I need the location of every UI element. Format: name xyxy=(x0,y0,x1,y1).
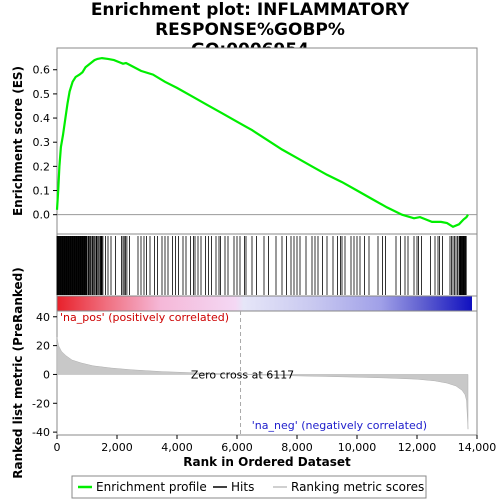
es-y-tick-label: 0.3 xyxy=(33,136,51,149)
metric-y-axis-label: Ranked list metric (PreRanked) xyxy=(11,267,25,479)
es-y-tick-label: 0.1 xyxy=(33,185,51,198)
legend-frame xyxy=(71,475,427,499)
es-y-tick-label: 0.2 xyxy=(33,160,51,173)
es-y-tick-label: 0.6 xyxy=(33,64,51,77)
metric-y-tick-label: 0 xyxy=(43,368,50,381)
zero-cross-label: Zero cross at 6117 xyxy=(191,368,294,381)
hits-panel xyxy=(56,233,478,297)
metric-y-tick-label: 20 xyxy=(36,340,50,353)
negative-correlation-label: 'na_neg' (negatively correlated) xyxy=(252,419,427,432)
metric-y-axis: 40 20 0 -20 -40 xyxy=(32,311,57,439)
es-y-tick-label: 0.4 xyxy=(33,112,51,125)
hits-marks xyxy=(56,236,467,295)
x-tick-label: 12,000 xyxy=(398,441,437,454)
x-tick-label: 0 xyxy=(54,441,61,454)
legend-hits-label: Hits xyxy=(231,480,254,494)
legend: Enrichment profile Hits Ranking metric s… xyxy=(71,475,427,499)
es-y-axis-label: Enrichment score (ES) xyxy=(11,66,25,216)
x-tick-label: 8,000 xyxy=(281,441,313,454)
rank-color-bar xyxy=(57,296,472,311)
x-tick-label: 6,000 xyxy=(221,441,253,454)
ranking-metric-area xyxy=(56,336,469,430)
x-axis: 0 2,000 4,000 6,000 8,000 10,000 12,000 14,000 xyxy=(54,435,497,454)
es-panel: 0.0 0.1 0.2 0.3 0.4 0.5 0.6 Enrichment score (… xyxy=(11,47,478,235)
positive-correlation-label: 'na_pos' (positively correlated) xyxy=(60,311,229,324)
legend-enrichment-label: Enrichment profile xyxy=(96,480,207,494)
x-axis-label: Rank in Ordered Dataset xyxy=(183,455,351,469)
x-tick-label: 10,000 xyxy=(338,441,377,454)
x-tick-label: 2,000 xyxy=(101,441,133,454)
metric-y-tick-label: 40 xyxy=(36,311,50,324)
es-y-tick-label: 0.5 xyxy=(33,88,51,101)
metric-y-tick-label: -20 xyxy=(32,397,50,410)
x-tick-label: 14,000 xyxy=(458,441,497,454)
enrichment-profile-line xyxy=(55,56,469,229)
metric-y-tick-label: -40 xyxy=(32,426,50,439)
es-y-axis: 0.0 0.1 0.2 0.3 0.4 0.5 0.6 xyxy=(33,64,57,222)
chart-title-line1: Enrichment plot: INFLAMMATORY RESPONSE%G… xyxy=(90,0,410,40)
x-tick-label: 4,000 xyxy=(161,441,193,454)
metric-panel: Zero cross at 6117 'na_pos' (positively … xyxy=(11,267,496,479)
es-y-tick-label: 0.0 xyxy=(33,209,51,222)
legend-metric-label: Ranking metric scores xyxy=(291,480,424,494)
